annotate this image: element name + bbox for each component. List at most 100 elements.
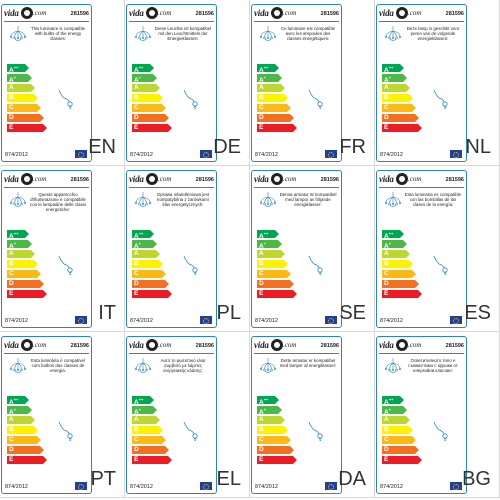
product-code: 281596 [320, 177, 339, 183]
energy-class-bar: A [382, 250, 410, 258]
energy-class-bar: E [7, 124, 47, 132]
label-header: vida .com 281596 [254, 339, 339, 353]
compatibility-text: Denna armatur är kompatibel med lampor a… [279, 192, 337, 208]
energy-class-text: A+ [9, 75, 17, 85]
energy-class-bar: A [7, 250, 35, 258]
label-panel-nl: vida .com 281596 Deze lamp is geschikt voor… [375, 0, 500, 166]
energy-class-text: D [259, 114, 264, 121]
energy-class-text: C [259, 270, 264, 277]
logo-text-left: vida [379, 340, 394, 350]
energy-class-text: C [9, 270, 14, 277]
chandelier-icon [258, 358, 278, 374]
compatibility-text: Oprawa oświetleniowa jest kompatybilna z… [157, 192, 209, 208]
regulation-number: 874/2012 [130, 318, 153, 324]
energy-class-scale: A++ A+ A B C D E [257, 396, 303, 468]
energy-class-text: B [134, 94, 139, 101]
logo-text-right: .com [283, 9, 297, 17]
logo-dot-icon [271, 173, 283, 185]
logo-text-right: .com [408, 341, 422, 349]
logo-dot-icon [396, 7, 408, 19]
energy-class-scale: A++ A+ A B C D E [132, 396, 178, 468]
language-code: FR [339, 136, 366, 158]
vidaxl-logo: vida .com [379, 339, 423, 352]
energy-class-text: A++ [384, 231, 394, 241]
label-panel-da: vida .com 281596 Dette armatur er kompatibe… [250, 332, 375, 498]
language-code: BG [462, 468, 491, 490]
energy-class-text: C [9, 104, 14, 111]
energy-class-text: A+ [134, 407, 142, 417]
energy-class-text: D [384, 446, 389, 453]
energy-class-bar: E [132, 124, 172, 132]
logo-text-left: vida [4, 174, 19, 184]
eu-flag-icon [200, 316, 212, 324]
energy-class-bar: B [382, 426, 413, 434]
energy-label-card: vida .com 281596 Осветителното тяло е съвме… [376, 336, 467, 494]
energy-class-bar: A [382, 84, 410, 92]
energy-class-scale: A++ A+ A B C D E [7, 396, 53, 468]
energy-class-text: C [134, 270, 139, 277]
chandelier-icon [133, 192, 153, 208]
energy-class-text: A++ [259, 65, 269, 75]
energy-class-text: D [134, 114, 139, 121]
energy-class-text: E [134, 456, 139, 463]
label-header: vida .com 281596 [4, 173, 89, 187]
energy-class-bar: D [382, 114, 419, 122]
product-code: 281596 [70, 177, 89, 183]
compatibility-text: Ce luminaire est compatible avec les amp… [280, 26, 336, 42]
logo-text-left: vida [379, 174, 394, 184]
energy-class-text: A [134, 416, 139, 423]
vidaxl-logo: vida .com [129, 339, 173, 352]
energy-class-bar: A [7, 84, 35, 92]
language-code: PL [216, 302, 241, 324]
chandelier-icon [8, 192, 28, 208]
energy-class-text: C [134, 436, 139, 443]
energy-class-bar: A [382, 416, 410, 424]
energy-class-text: B [9, 426, 14, 433]
energy-class-text: D [9, 114, 14, 121]
eu-flag-icon [450, 316, 462, 324]
regulation-number: 874/2012 [255, 484, 278, 490]
energy-class-bar: E [257, 290, 297, 298]
logo-text-right: .com [158, 175, 172, 183]
logo-text-left: vida [379, 8, 394, 18]
energy-class-bar: A+ [132, 406, 157, 414]
energy-class-bar: A+ [132, 240, 157, 248]
lamp-bulb-icon [57, 255, 75, 277]
chandelier-icon [8, 358, 28, 374]
energy-class-text: E [384, 124, 389, 131]
logo-dot-icon [146, 339, 158, 351]
energy-label-card: vida .com 281596 Denna armatur är kompatibe… [251, 170, 342, 328]
logo-dot-icon [21, 7, 33, 19]
chandelier-icon [133, 358, 153, 374]
energy-class-bar: A++ [382, 396, 404, 404]
logo-text-right: .com [158, 341, 172, 349]
energy-label-card: vida .com 281596 Ce luminaire est compatibl… [251, 4, 342, 162]
energy-class-bar: C [7, 104, 41, 112]
logo-text-left: vida [129, 8, 144, 18]
eu-flag-icon [200, 150, 212, 158]
label-panel-it: vida .com 281596 Questo apparecchio d'illum… [0, 166, 125, 332]
energy-class-text: A++ [384, 65, 394, 75]
energy-class-text: E [134, 290, 139, 297]
energy-class-bar: D [257, 280, 294, 288]
label-header: vida .com 281596 [129, 339, 214, 353]
compatibility-text: Esta luminária é compatível com bulbos d… [31, 358, 85, 374]
vidaxl-logo: vida .com [129, 173, 173, 186]
energy-class-bar: B [382, 94, 413, 102]
logo-text-right: .com [158, 9, 172, 17]
product-code: 281596 [445, 343, 464, 349]
energy-label-card: vida .com 281596 Esta luminária é compatíve… [1, 336, 92, 494]
energy-class-text: A+ [259, 407, 267, 417]
product-code: 281596 [70, 343, 89, 349]
energy-class-bar: D [257, 446, 294, 454]
label-panel-fr: vida .com 281596 Ce luminaire est compatibl… [250, 0, 375, 166]
energy-class-bar: E [257, 456, 297, 464]
energy-class-bar: C [257, 436, 291, 444]
energy-class-scale: A++ A+ A B C D E [382, 396, 428, 468]
compatibility-text: Осветителното тяло е съвместимо с крушки… [408, 358, 458, 374]
regulation-number: 874/2012 [255, 318, 278, 324]
header-divider [254, 353, 339, 354]
language-code: DE [213, 136, 241, 158]
energy-class-bar: E [382, 290, 422, 298]
chandelier-icon [383, 358, 403, 374]
